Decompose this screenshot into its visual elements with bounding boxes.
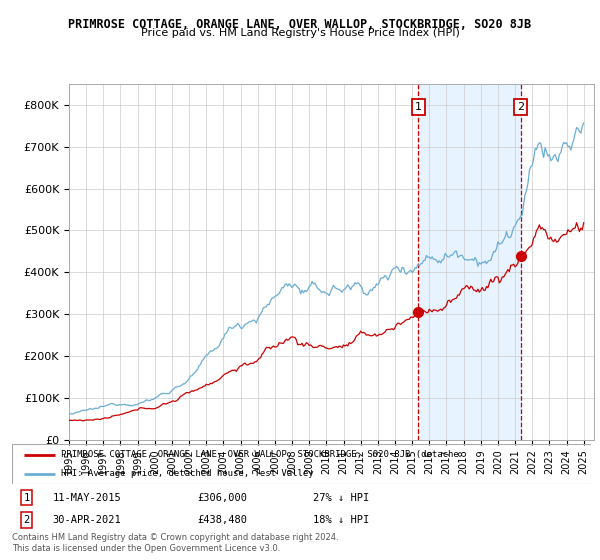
Text: PRIMROSE COTTAGE, ORANGE LANE, OVER WALLOP, STOCKBRIDGE, SO20 8JB (detache: PRIMROSE COTTAGE, ORANGE LANE, OVER WALL… [61,450,459,459]
Text: 18% ↓ HPI: 18% ↓ HPI [313,515,370,525]
Text: 27% ↓ HPI: 27% ↓ HPI [313,493,370,503]
Text: 1: 1 [415,102,422,112]
Bar [418,84,521,440]
Text: PRIMROSE COTTAGE, ORANGE LANE, OVER WALLOP, STOCKBRIDGE, SO20 8JB: PRIMROSE COTTAGE, ORANGE LANE, OVER WALL… [68,18,532,31]
Text: 30-APR-2021: 30-APR-2021 [53,515,121,525]
Text: £306,000: £306,000 [197,493,247,503]
Text: Price paid vs. HM Land Registry's House Price Index (HPI): Price paid vs. HM Land Registry's House … [140,28,460,38]
Text: £438,480: £438,480 [197,515,247,525]
Text: Contains HM Land Registry data © Crown copyright and database right 2024.
This d: Contains HM Land Registry data © Crown c… [12,533,338,553]
Text: 1: 1 [23,493,29,503]
Text: HPI: Average price, detached house, Test Valley: HPI: Average price, detached house, Test… [61,469,314,478]
Text: 2: 2 [517,102,524,112]
Text: 11-MAY-2015: 11-MAY-2015 [53,493,121,503]
Text: 2: 2 [23,515,29,525]
